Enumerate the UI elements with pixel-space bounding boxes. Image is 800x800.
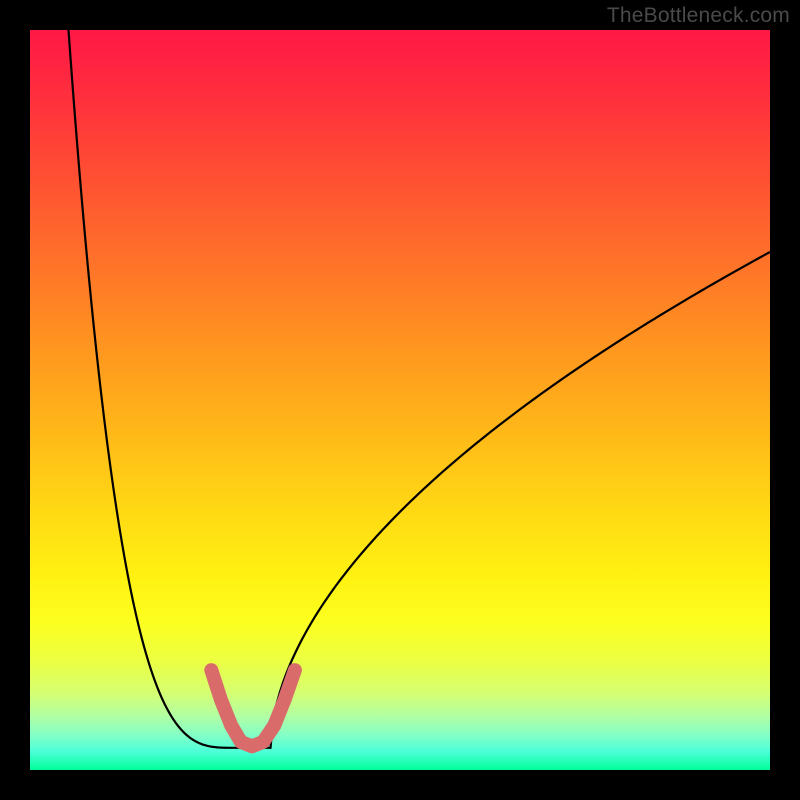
watermark-label: TheBottleneck.com <box>607 4 790 28</box>
chart-frame: TheBottleneck.com <box>0 0 800 800</box>
chart-svg <box>0 0 800 800</box>
plot-background <box>30 30 770 770</box>
